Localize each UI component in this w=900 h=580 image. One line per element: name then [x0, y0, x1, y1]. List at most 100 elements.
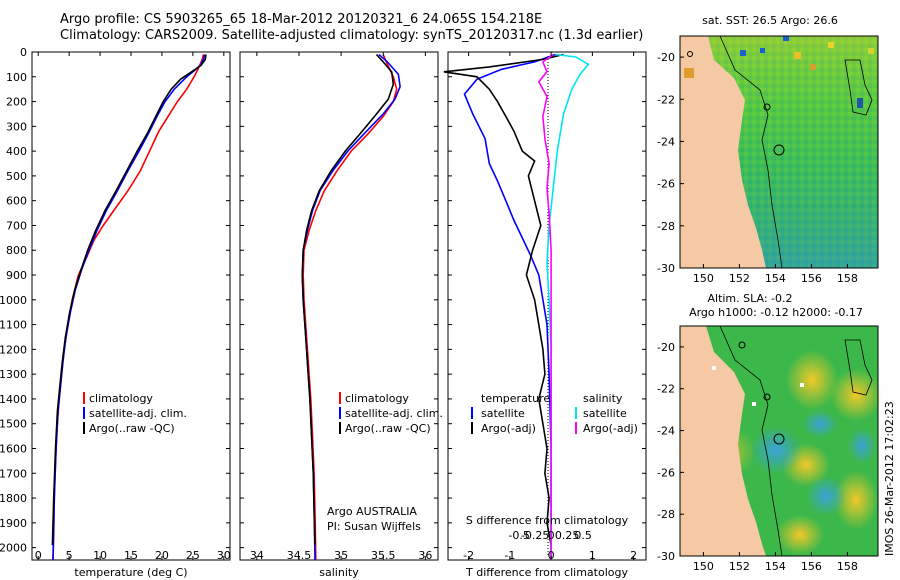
reef-contour — [844, 59, 873, 116]
depth-tick-label: 1000 — [0, 294, 27, 307]
x-tick-label-salinity: 0 — [548, 529, 555, 542]
depth-tick-label: 2000 — [0, 542, 27, 555]
legend-climatology: climatology — [345, 392, 409, 405]
temperature-legend: climatology satellite-adj. clim. Argo(..… — [83, 392, 187, 435]
series-t-argo — [443, 53, 564, 546]
temperature-xlabel: temperature (deg C) — [74, 566, 187, 579]
x-tick-label: 35 — [334, 549, 348, 562]
lon-tick-label: 150 — [693, 560, 714, 573]
series-satellite — [301, 53, 401, 561]
x-tick-label: 35.5 — [371, 549, 396, 562]
land-mass — [680, 36, 766, 268]
x-tick-label: 20 — [155, 549, 169, 562]
x-tick-label: 10 — [93, 549, 107, 562]
difference-top-xlabel: S difference from climatology — [466, 514, 629, 527]
x-tick-label: 15 — [124, 549, 138, 562]
depth-tick-label: 400 — [6, 145, 27, 158]
lon-tick-label: 158 — [837, 272, 858, 285]
depth-tick-label: 300 — [6, 120, 27, 133]
legend-t-satellite: satellite — [481, 407, 525, 420]
lon-tick-label: 150 — [693, 272, 714, 285]
legend-climatology: climatology — [89, 392, 153, 405]
depth-tick-label: 1900 — [0, 517, 27, 530]
sst-map — [679, 35, 879, 269]
depth-tick-label: 900 — [6, 269, 27, 282]
legend-t-argo: Argo(-adj) — [481, 422, 536, 435]
sst-map-axes: -20 -22 -24 -26 -28 -30 150 152 154 156 158 — [657, 51, 858, 285]
x-tick-label: 5 — [66, 549, 73, 562]
depth-tick-label: 1600 — [0, 442, 27, 455]
sla-map — [676, 325, 882, 557]
x-tick-label: 1 — [589, 549, 596, 562]
x-tick-label: 34 — [250, 549, 264, 562]
x-tick-label-salinity: -0.25 — [521, 529, 549, 542]
x-tick-label: -1 — [504, 549, 515, 562]
sst-map-title: sat. SST: 26.5 Argo: 26.6 — [702, 14, 838, 27]
series-s-argo — [537, 53, 554, 560]
series-t-satellite — [463, 53, 556, 560]
difference-panel — [447, 51, 647, 561]
legend-satellite: satellite-adj. clim. — [89, 407, 187, 420]
lat-tick-label: -20 — [657, 341, 675, 354]
depth-tick-label: 1300 — [0, 368, 27, 381]
x-tick-label: 34.5 — [287, 549, 312, 562]
legend-argo: Argo(..raw -QC) — [89, 422, 175, 435]
depth-tick-label: 1400 — [0, 393, 27, 406]
depth-tick-label: 1100 — [0, 319, 27, 332]
x-tick-label: 0 — [35, 549, 42, 562]
x-tick-label: -2 — [463, 549, 474, 562]
depth-tick-label: 1700 — [0, 467, 27, 480]
figure-title-line1: Argo profile: CS 5903265_65 18-Mar-2012 … — [60, 12, 543, 27]
temperature-plot: 0 5 10 15 20 25 30 — [35, 52, 231, 562]
lat-tick-label: -22 — [657, 93, 675, 106]
lon-tick-label: 154 — [765, 272, 786, 285]
lat-tick-label: -26 — [657, 466, 675, 479]
salinity-legend: climatology satellite-adj. clim. Argo(..… — [327, 392, 443, 533]
lat-tick-label: -24 — [657, 425, 675, 438]
x-tick-label: 0 — [548, 549, 555, 562]
x-tick-label: 30 — [217, 549, 231, 562]
salinity-plot: 34 34.5 35 35.5 36 — [250, 52, 432, 562]
depth-axis: 0 100 200 300 400 500 600 700 800 900 1000 1100 1200… — [0, 46, 646, 555]
depth-tick-label: 1500 — [0, 418, 27, 431]
depth-tick-label: 700 — [6, 219, 27, 232]
argo-position-marker — [773, 144, 785, 156]
x-tick-label: 25 — [186, 549, 200, 562]
depth-tick-label: 1800 — [0, 492, 27, 505]
depth-tick-label: 600 — [6, 195, 27, 208]
salinity-panel — [239, 51, 439, 561]
x-tick-label: 36 — [418, 549, 432, 562]
x-tick-label-salinity: 0.25 — [555, 529, 580, 542]
legend-salinity-title: salinity — [583, 392, 623, 405]
lat-tick-label: -28 — [657, 508, 675, 521]
depth-tick-label: 0 — [20, 46, 27, 59]
depth-tick-label: 500 — [6, 170, 27, 183]
difference-legend: temperature satellite Argo(-adj) salinit… — [471, 392, 638, 435]
lon-tick-label: 154 — [765, 560, 786, 573]
lon-tick-label: 158 — [837, 560, 858, 573]
lon-tick-label: 156 — [801, 560, 822, 573]
sla-map-title-line2: Argo h1000: -0.12 h2000: -0.17 — [689, 306, 863, 319]
depth-tick-label: 800 — [6, 244, 27, 257]
series-satellite — [52, 54, 206, 561]
lat-tick-label: -30 — [657, 262, 675, 275]
lon-tick-label: 152 — [729, 560, 750, 573]
x-tick-label: 2 — [630, 549, 637, 562]
figure-title-line2: Climatology: CARS2009. Satellite-adjuste… — [60, 28, 644, 43]
lon-tick-label: 156 — [801, 272, 822, 285]
series-argo — [301, 53, 395, 546]
legend-s-argo: Argo(-adj) — [583, 422, 638, 435]
legend-argo: Argo(..raw -QC) — [345, 422, 431, 435]
imos-timestamp: IMOS 26-Mar-2012 17:02:23 — [883, 401, 896, 556]
series-s-satellite — [546, 53, 590, 560]
difference-plot: -2 -1 0 1 2-0.5-0.250 0.250.5 — [443, 52, 637, 562]
depth-tick-label: 100 — [6, 71, 27, 84]
legend-s-satellite: satellite — [583, 407, 627, 420]
series-climatology — [52, 54, 205, 561]
legend-satellite: satellite-adj. clim. — [345, 407, 443, 420]
lat-tick-label: -24 — [657, 135, 675, 148]
depth-tick-label: 200 — [6, 96, 27, 109]
lat-tick-label: -26 — [657, 178, 675, 191]
depth-tick-label: 1200 — [0, 343, 27, 356]
